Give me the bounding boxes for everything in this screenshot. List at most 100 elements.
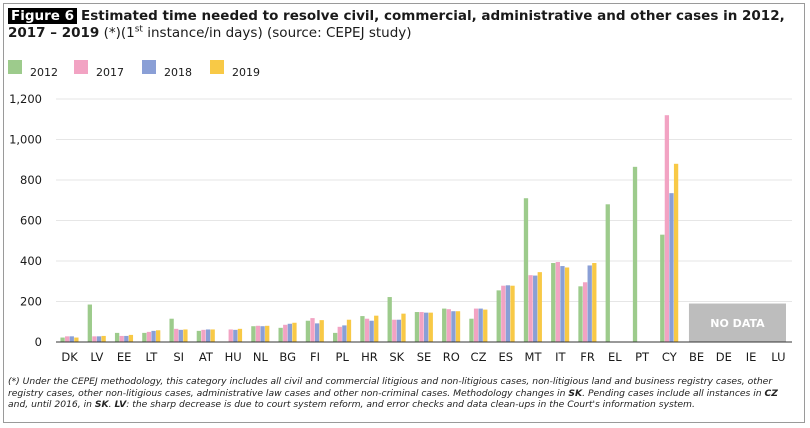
y-tick-label: 200 <box>20 295 42 309</box>
figure-subtitle-post: instance/in days) (source: CEPEJ study) <box>142 25 412 41</box>
bar-AT-2017 <box>201 329 206 342</box>
bar-FI-2019 <box>319 320 324 342</box>
bar-HR-2012 <box>360 316 365 342</box>
bar-AT-2019 <box>210 329 215 342</box>
figure-subtitle: (*)(1st instance/in days) (source: CEPEJ… <box>104 25 412 41</box>
bar-PL-2018 <box>342 325 347 342</box>
x-tick-label: FR <box>580 350 595 364</box>
x-tick-label: CZ <box>471 350 487 364</box>
bar-HU-2018 <box>233 329 238 342</box>
no-data-band <box>688 303 786 342</box>
figure-frame <box>3 3 805 423</box>
bar-AT-2018 <box>205 329 211 342</box>
bar-SK-2019 <box>401 313 406 342</box>
footnote-text-4: . <box>108 399 115 410</box>
bar-EE-2019 <box>128 334 134 342</box>
bar-CY-2017 <box>664 115 670 342</box>
bar-chart: 0 200 400 600 800 1,000 1,200 NO DATA DK LV EE LT SI… <box>9 92 792 364</box>
bar-HR-2019 <box>374 315 379 342</box>
bar-EE-2017 <box>119 335 124 342</box>
bar-CZ-2012 <box>469 318 474 342</box>
bar-LT-2017 <box>146 331 152 342</box>
bar-SI-2017 <box>174 328 179 342</box>
x-tick-label: BE <box>689 350 704 364</box>
x-tick-label: HU <box>225 350 242 364</box>
x-tick-label: SK <box>389 350 404 364</box>
no-data-label: NO DATA <box>710 317 765 330</box>
footnote-cz: CZ <box>764 387 778 399</box>
bar-SI-2019 <box>183 329 188 342</box>
bar-MT-2019 <box>537 272 542 342</box>
bar-LV-2019 <box>101 335 106 342</box>
bar-RO-2019 <box>455 311 461 342</box>
y-tick-label: 600 <box>20 214 42 228</box>
x-tick-label: DK <box>61 350 78 364</box>
bar-ES-2017 <box>501 285 506 342</box>
bar-ES-2019 <box>510 285 515 342</box>
bar-HU-2017 <box>228 329 233 342</box>
footnote: (*) Under the CEPEJ methodology, this ca… <box>8 376 798 411</box>
bar-LT-2012 <box>142 332 147 342</box>
x-tick-label: LU <box>771 350 785 364</box>
bar-SI-2012 <box>169 318 174 342</box>
y-tick-label: 800 <box>20 173 42 187</box>
x-tick-label: HR <box>361 350 378 364</box>
bar-MT-2018 <box>533 275 538 342</box>
footnote-text-3: and, until 2016, in <box>8 399 95 410</box>
y-tick-label: 1,200 <box>9 92 42 106</box>
bar-MT-2017 <box>528 275 533 342</box>
bar-RO-2018 <box>451 311 456 342</box>
bar-SK-2017 <box>392 319 397 342</box>
bar-HR-2018 <box>369 320 374 342</box>
bar-IT-2019 <box>564 267 570 342</box>
legend-swatch-2012 <box>8 60 22 74</box>
legend-swatch-2018 <box>142 60 156 74</box>
bar-LT-2018 <box>151 330 156 342</box>
bar-SI-2018 <box>178 329 183 342</box>
legend-swatch-2017 <box>74 60 88 74</box>
bar-DK-2018 <box>69 336 74 342</box>
bar-LV-2017 <box>92 336 97 342</box>
x-tick-label: NL <box>253 350 269 364</box>
bar-SE-2018 <box>424 312 429 342</box>
figure-title: Figure 6 Estimated time needed to resolve… <box>8 8 798 42</box>
bar-NL-2019 <box>265 325 270 342</box>
bar-FR-2012 <box>578 286 583 342</box>
footnote-text-2: . Pending cases include all instances in <box>582 387 765 399</box>
bar-HU-2019 <box>237 328 243 342</box>
footnote-text-1: (*) Under the CEPEJ methodology, this ca… <box>8 376 773 399</box>
bar-SK-2018 <box>396 319 402 342</box>
y-tick-label: 1,000 <box>9 133 42 147</box>
bar-HR-2017 <box>364 318 370 342</box>
figure-badge: Figure 6 <box>8 8 78 24</box>
bar-LT-2019 <box>156 330 161 342</box>
x-tick-label: EE <box>117 350 132 364</box>
bar-FI-2018 <box>314 323 320 342</box>
bar-EL-2012 <box>605 204 610 342</box>
x-tick-label: AT <box>199 350 214 364</box>
bar-IT-2017 <box>555 262 560 342</box>
bar-FR-2019 <box>592 263 597 342</box>
bar-CY-2018 <box>669 193 674 342</box>
y-tick-label: 0 <box>35 335 42 349</box>
footnote-sk-1: SK <box>568 387 583 399</box>
footnote-lv: LV <box>114 399 127 410</box>
bar-BG-2018 <box>287 323 293 342</box>
legend-label-2017: 2017 <box>96 66 124 79</box>
bar-RO-2012 <box>442 308 447 342</box>
bar-AT-2012 <box>196 330 202 342</box>
bar-CZ-2019 <box>483 309 488 342</box>
bar-CY-2012 <box>660 234 665 342</box>
bar-CZ-2018 <box>478 308 483 342</box>
bar-FR-2017 <box>582 282 588 342</box>
bar-DK-2017 <box>65 336 70 342</box>
bar-SE-2012 <box>414 312 420 342</box>
bar-BG-2012 <box>278 327 283 342</box>
bar-NL-2012 <box>251 326 256 342</box>
bar-FR-2018 <box>587 265 592 342</box>
x-tick-label: PT <box>635 350 650 364</box>
legend-label-2012: 2012 <box>30 66 58 79</box>
bar-IT-2018 <box>560 266 565 342</box>
bar-SE-2017 <box>419 312 424 342</box>
x-tick-label: EL <box>608 350 622 364</box>
